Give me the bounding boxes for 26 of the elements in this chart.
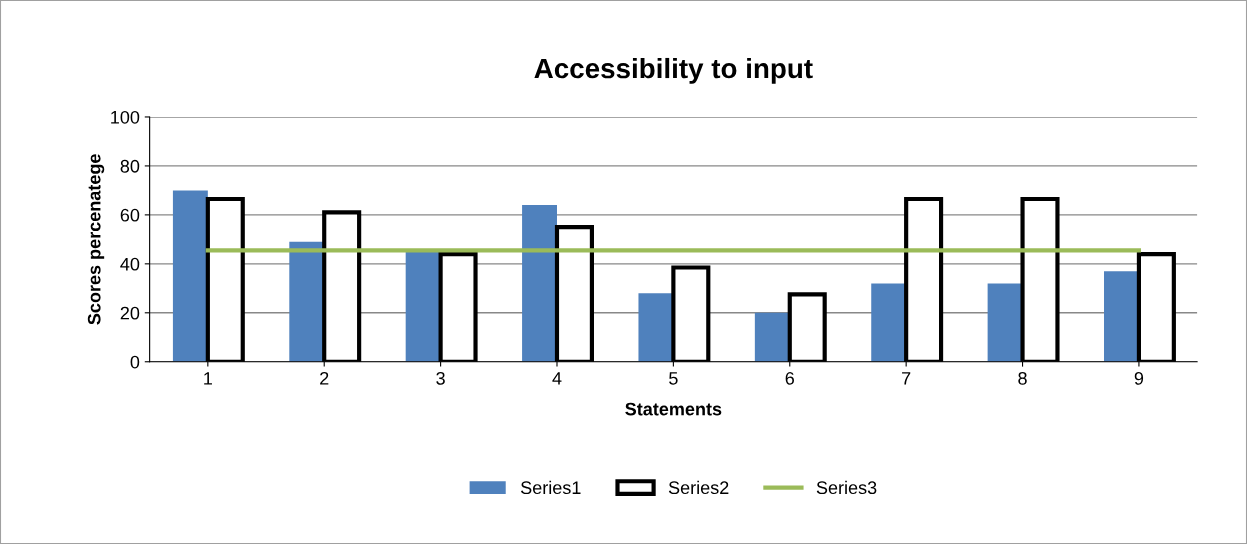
bar bbox=[289, 241, 325, 362]
x-tick-label: 7 bbox=[902, 372, 911, 385]
bar bbox=[638, 293, 674, 362]
x-tick-label: 2 bbox=[320, 371, 329, 385]
x-tick-label: 5 bbox=[669, 372, 678, 385]
legend-label: Series2 bbox=[668, 480, 729, 495]
bar bbox=[987, 283, 1023, 362]
y-tick-label: 60 bbox=[120, 208, 140, 222]
y-axis-title: Scores percenatege bbox=[87, 154, 105, 325]
x-tick-label: 8 bbox=[1018, 371, 1027, 385]
legend-label: Series3 bbox=[816, 480, 877, 495]
bar bbox=[871, 283, 907, 362]
y-tick-label: 20 bbox=[120, 306, 140, 320]
x-axis-title: Statements bbox=[625, 402, 722, 416]
chart-title: Accessibility to input bbox=[534, 57, 813, 84]
bar bbox=[754, 312, 790, 362]
x-tick-label: 3 bbox=[436, 371, 445, 385]
legend-label: Series1 bbox=[520, 480, 581, 495]
y-tick-label: 40 bbox=[120, 257, 140, 271]
x-tick-label: 9 bbox=[1134, 371, 1144, 385]
x-tick-label: 4 bbox=[552, 372, 562, 385]
x-tick-label: 1 bbox=[204, 372, 212, 385]
y-tick-label: 100 bbox=[111, 110, 140, 124]
y-tick-label: 80 bbox=[120, 159, 140, 173]
x-tick-label: 6 bbox=[785, 371, 794, 385]
y-tick-label: 0 bbox=[130, 355, 140, 369]
